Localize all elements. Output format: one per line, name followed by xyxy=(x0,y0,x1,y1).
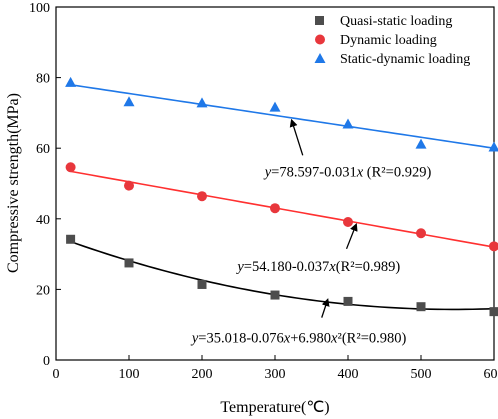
x-tick-label: 400 xyxy=(338,367,359,382)
fit-line-2 xyxy=(70,83,495,150)
eq-static-dynamic-label: y=78.597-0.031x (R²=0.929) xyxy=(263,164,432,180)
data-point-triangle xyxy=(415,138,427,149)
data-point-square xyxy=(343,296,353,306)
data-point-square xyxy=(124,258,134,268)
data-point-circle xyxy=(65,162,76,173)
legend-label-static-dynamic: Static-dynamic loading xyxy=(340,52,470,67)
data-point-square xyxy=(270,290,280,300)
legend-marker-quasi-static xyxy=(315,16,324,25)
data-point-triangle xyxy=(123,96,135,107)
data-point-triangle xyxy=(65,76,77,87)
eq-quasi-arrow xyxy=(321,298,330,318)
data-point-square xyxy=(197,279,207,289)
fit-lines xyxy=(70,83,495,311)
legend: Quasi-static loading Dynamic loading Sta… xyxy=(314,14,470,67)
y-tick-label: 100 xyxy=(29,1,50,16)
data-point-triangle xyxy=(342,118,354,129)
x-axis-title: Temperature(℃) xyxy=(220,399,329,416)
x-tick-label: 500 xyxy=(411,367,432,382)
data-point-triangle xyxy=(196,97,208,108)
x-tick-label: 200 xyxy=(192,367,213,382)
eq-quasi-label: y=35.018-0.076x+6.980x²(R²=0.980) xyxy=(190,330,407,346)
eq-static-dynamic-arrow xyxy=(289,118,304,156)
x-tick-label: 0 xyxy=(53,367,60,382)
y-tick-label: 0 xyxy=(43,354,50,369)
eq-dynamic-arrow xyxy=(345,222,358,250)
x-axis-ticks: 0 100 200 300 400 500 600 xyxy=(53,355,498,382)
data-point-circle xyxy=(270,203,280,214)
data-point-circle xyxy=(197,191,207,202)
legend-marker-dynamic xyxy=(315,34,325,45)
data-point-circle xyxy=(416,228,426,239)
x-tick-label: 300 xyxy=(265,367,286,382)
y-tick-label: 20 xyxy=(36,283,50,298)
data-point-triangle xyxy=(269,101,281,112)
data-point-triangle xyxy=(488,141,498,152)
data-point-square xyxy=(489,307,498,317)
data-point-circle xyxy=(489,241,498,252)
data-point-circle xyxy=(343,216,353,227)
legend-label-dynamic: Dynamic loading xyxy=(340,33,437,48)
fit-line-0 xyxy=(70,240,495,311)
annotations: y=78.597-0.031x (R²=0.929) y=54.180-0.037… xyxy=(190,118,432,346)
data-points xyxy=(65,76,498,317)
y-tick-label: 40 xyxy=(36,213,50,228)
legend-marker-static-dynamic xyxy=(314,53,326,63)
eq-dynamic-label: y=54.180-0.037x(R²=0.989) xyxy=(235,259,400,275)
y-tick-label: 80 xyxy=(36,72,50,87)
x-tick-label: 100 xyxy=(119,367,140,382)
x-tick-label: 600 xyxy=(484,367,498,382)
data-point-square xyxy=(416,302,426,312)
data-point-square xyxy=(66,234,76,244)
fit-line-1 xyxy=(70,170,495,248)
y-tick-label: 60 xyxy=(36,142,50,157)
data-point-circle xyxy=(124,180,134,191)
legend-label-quasi-static: Quasi-static loading xyxy=(340,14,452,29)
y-axis-ticks: 0 20 40 60 80 100 xyxy=(29,1,61,369)
y-axis-title: Compressive strength(MPa) xyxy=(5,93,22,273)
